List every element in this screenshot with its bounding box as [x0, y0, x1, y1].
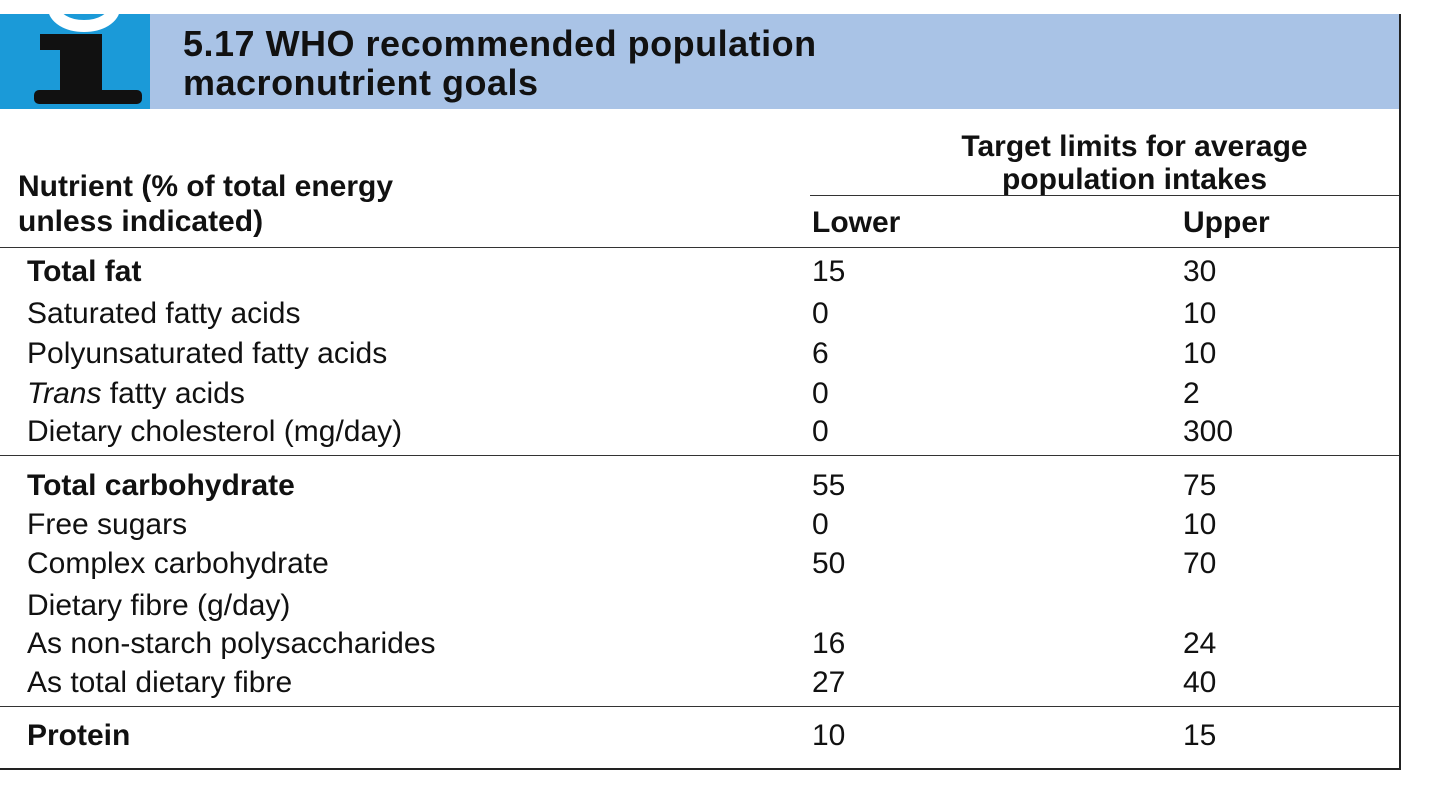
nutrient-cell: As non-starch polysaccharides [27, 627, 436, 660]
info-icon-box [0, 14, 150, 109]
box-header: 5.17 WHO recommended population macronut… [0, 14, 1399, 109]
lower-cell: 15 [812, 255, 846, 288]
box-title-line-1: 5.17 WHO recommended population [183, 23, 817, 64]
nutrient-cell: Protein [27, 719, 131, 752]
nutrient-cell: Free sugars [27, 508, 188, 541]
nutrient-cell: Polyunsaturated fatty acids [27, 337, 388, 370]
upper-cell: 70 [1183, 547, 1217, 580]
nutrient-cell: Saturated fatty acids [27, 297, 301, 330]
upper-cell: 300 [1183, 415, 1234, 448]
upper-cell: 2 [1183, 377, 1200, 410]
table-row: Complex carbohydrate 50 70 [0, 546, 1399, 581]
nutrient-header-line-1: Nutrient (% of total energy [18, 170, 394, 203]
target-header-line-2: population intakes [1001, 163, 1268, 196]
lower-cell: 0 [812, 297, 829, 330]
upper-cell: 40 [1183, 666, 1217, 699]
nutrient-cell: Trans fatty acids [27, 376, 245, 411]
nutrient-header-line-2: unless indicated) [18, 205, 264, 238]
fat-section-divider [0, 455, 1399, 456]
lower-cell: 55 [812, 469, 846, 502]
nutrient-italic-prefix: Trans [27, 377, 102, 410]
target-header-line-1: Target limits for average [961, 130, 1308, 163]
table-row: Free sugars 0 10 [0, 507, 1399, 542]
nutrient-cell: Total fat [27, 255, 142, 288]
table-row: Dietary cholesterol (mg/day) 0 300 [0, 414, 1399, 449]
upper-cell: 10 [1183, 297, 1217, 330]
upper-cell: 15 [1183, 719, 1217, 752]
table-row: Polyunsaturated fatty acids 6 10 [0, 336, 1399, 371]
box-title: 5.17 WHO recommended population macronut… [183, 24, 817, 102]
group-header-divider [810, 195, 1399, 196]
upper-cell: 75 [1183, 469, 1217, 502]
nutrient-cell: Dietary fibre (g/day) [27, 589, 291, 622]
nutrient-cell: As total dietary fibre [27, 666, 293, 699]
table-row: As non-starch polysaccharides 16 24 [0, 626, 1399, 661]
upper-cell: 10 [1183, 508, 1217, 541]
table-row: Dietary fibre (g/day) [0, 588, 1399, 623]
lower-cell: 0 [812, 377, 829, 410]
nutrient-cell: Complex carbohydrate [27, 547, 329, 580]
upper-cell: 10 [1183, 337, 1217, 370]
carbohydrate-section-divider [0, 706, 1399, 707]
table-row: Saturated fatty acids 0 10 [0, 296, 1399, 331]
table-row: Trans fatty acids 0 2 [0, 376, 1399, 411]
lower-cell: 6 [812, 337, 829, 370]
nutrient-suffix: fatty acids [101, 377, 245, 410]
upper-cell: 24 [1183, 627, 1217, 660]
table-row: Total fat 15 30 [0, 254, 1399, 289]
info-i-icon [34, 14, 142, 104]
box-title-line-2: macronutrient goals [183, 62, 539, 103]
lower-cell: 50 [812, 547, 846, 580]
nutrient-cell: Total carbohydrate [27, 469, 295, 502]
lower-cell: 16 [812, 627, 846, 660]
table-row: As total dietary fibre 27 40 [0, 665, 1399, 700]
lower-cell: 10 [812, 719, 846, 752]
header-rule [0, 247, 1399, 248]
upper-cell: 30 [1183, 255, 1217, 288]
lower-cell: 0 [812, 508, 829, 541]
table-box: 5.17 WHO recommended population macronut… [0, 14, 1401, 770]
nutrient-column-header: Nutrient (% of total energy unless indic… [18, 169, 393, 239]
lower-column-header: Lower [812, 206, 901, 239]
table-row: Total carbohydrate 55 75 [0, 468, 1399, 503]
lower-cell: 27 [812, 666, 846, 699]
target-limits-header: Target limits for average population int… [810, 130, 1399, 196]
lower-cell: 0 [812, 415, 829, 448]
nutrient-cell: Dietary cholesterol (mg/day) [27, 415, 403, 448]
upper-column-header: Upper [1183, 206, 1270, 239]
table-row: Protein 10 15 [0, 718, 1399, 753]
